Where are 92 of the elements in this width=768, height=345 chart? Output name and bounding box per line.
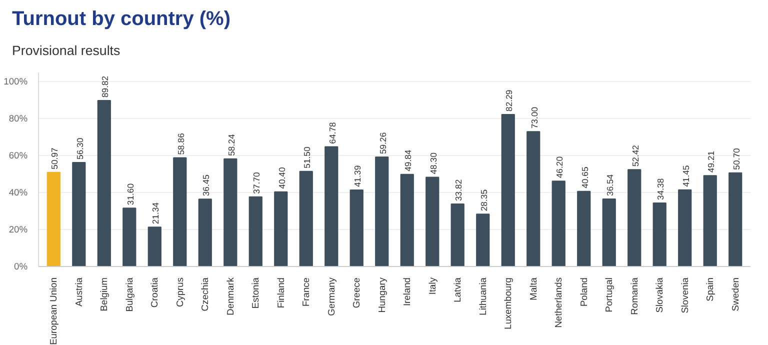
data-label: 56.30 [74, 138, 85, 160]
x-tick-label: Czechia [200, 276, 210, 312]
x-tick-label: Portugal [604, 277, 614, 312]
x-tick-label: Latvia [452, 276, 463, 302]
data-label: 58.86 [176, 132, 186, 155]
data-label: 40.40 [276, 167, 287, 189]
x-tick-label: Greece [352, 277, 362, 308]
bar [299, 170, 313, 266]
bar [728, 172, 742, 266]
bar [552, 180, 566, 266]
bar [652, 202, 666, 266]
data-label: 51.50 [302, 146, 312, 168]
x-tick-label: Netherlands [554, 277, 564, 328]
x-tick-label: Sweden [730, 277, 740, 312]
bar [450, 204, 464, 266]
x-tick-label: Italy [427, 277, 438, 295]
x-tick-label: Poland [578, 278, 589, 307]
data-label: 28.35 [478, 189, 489, 212]
bar [526, 131, 540, 266]
y-tick-label: 60% [8, 150, 28, 161]
x-tick-label: Slovenia [680, 276, 690, 314]
bar [703, 175, 717, 266]
bar [97, 100, 111, 266]
x-tick-label: France [301, 277, 312, 307]
x-tick-label: Romania [629, 276, 640, 315]
bar [46, 172, 60, 266]
x-tick-label: Finland [276, 277, 286, 308]
chart-subtitle: Provisional results [12, 42, 120, 60]
bar [577, 190, 591, 266]
bar [375, 156, 389, 266]
x-tick-label: Cyprus [174, 277, 185, 308]
data-label: 46.20 [554, 156, 565, 178]
data-label: 89.82 [100, 76, 110, 98]
data-label: 64.78 [327, 122, 338, 144]
data-label: 73.00 [529, 106, 540, 129]
data-label: 48.30 [428, 152, 438, 174]
x-tick-label: Ireland [402, 277, 412, 306]
y-tick-label: 40% [8, 188, 28, 198]
bar [122, 208, 136, 266]
data-label: 50.70 [731, 148, 742, 170]
data-label: 33.82 [454, 179, 464, 202]
data-label: 41.45 [680, 165, 691, 187]
bar [400, 174, 414, 266]
x-tick-label: Denmark [225, 277, 236, 316]
bar [426, 176, 440, 266]
x-tick-label: Estonia [250, 276, 261, 309]
x-tick-label: Belgium [99, 277, 110, 312]
data-label: 36.45 [201, 174, 212, 196]
data-label: 50.97 [50, 147, 60, 170]
y-tick-label: 100% [4, 76, 28, 87]
bar [350, 190, 364, 266]
data-label: 21.34 [150, 202, 161, 224]
x-tick-label: European Union [48, 278, 59, 345]
chart-title: Turnout by country (%) [12, 7, 230, 32]
data-label: 40.65 [580, 166, 590, 188]
bar [72, 162, 86, 266]
x-tick-label: Luxembourg [503, 277, 514, 330]
data-label: 49.84 [403, 150, 414, 172]
data-label: 52.42 [630, 144, 640, 167]
data-label: 59.26 [378, 132, 388, 154]
bar [602, 198, 616, 266]
bar [678, 189, 692, 266]
x-tick-label: Hungary [376, 277, 387, 313]
y-tick-label: 20% [8, 224, 28, 235]
y-tick-label: 80% [8, 114, 28, 124]
bar [198, 198, 212, 266]
data-label: 36.54 [605, 174, 616, 196]
x-tick-label: Germany [326, 277, 336, 316]
bar [224, 158, 238, 266]
bar [324, 146, 338, 266]
bar [501, 114, 515, 266]
x-tick-label: Spain [705, 278, 716, 302]
data-label: 34.38 [656, 178, 666, 200]
bar [274, 191, 288, 266]
data-label: 49.21 [706, 150, 716, 173]
x-tick-label: Austria [74, 276, 84, 307]
data-label: 37.70 [252, 172, 262, 194]
bar [628, 169, 642, 266]
data-label: 41.39 [352, 165, 363, 188]
x-tick-label: Slovakia [654, 276, 665, 313]
y-tick-label: 0% [14, 262, 28, 272]
x-tick-label: Bulgaria [124, 276, 134, 312]
bar [148, 226, 162, 266]
data-label: 58.24 [226, 134, 236, 156]
x-tick-label: Malta [528, 276, 538, 300]
bar [476, 214, 490, 266]
bar [248, 196, 262, 266]
x-tick-label: Croatia [150, 276, 160, 308]
data-label: 31.60 [125, 183, 136, 206]
x-tick-label: Lithuania [478, 276, 488, 316]
bar [173, 157, 187, 266]
data-label: 82.29 [504, 90, 514, 112]
